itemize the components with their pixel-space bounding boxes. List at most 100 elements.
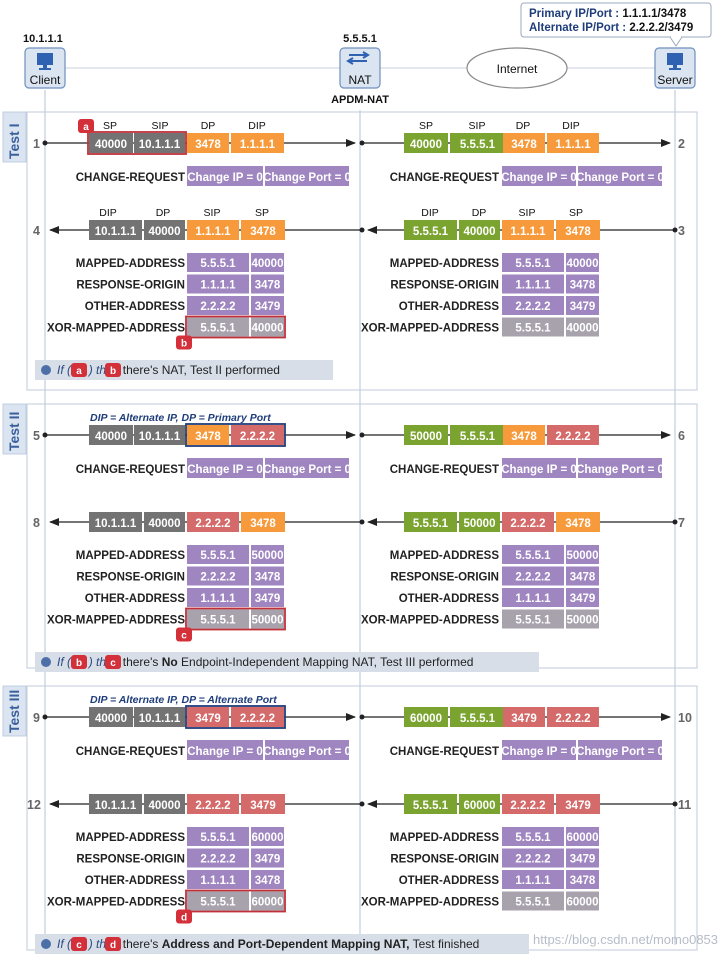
mapped-left-port: 50000: [252, 550, 284, 562]
resp-left-dip-bg: [89, 794, 142, 814]
req-left-dp-bg: [187, 707, 229, 727]
note-badge-left-label: a: [76, 366, 82, 377]
other-label: OTHER-ADDRESS: [399, 593, 500, 605]
server-dot: [672, 227, 678, 233]
resp-right-dip: 5.5.5.1: [413, 800, 449, 812]
other-left-port: 3478: [255, 875, 281, 887]
resp-right-sip: 1.1.1.1: [510, 226, 546, 238]
badge-b: b: [176, 335, 192, 350]
mapped-left-ip-bg: [187, 545, 249, 564]
change-request-label: CHANGE-REQUEST: [76, 746, 185, 758]
internet-label: Internet: [497, 62, 538, 76]
xor-highlight: [185, 889, 286, 913]
xor-mapped-label: XOR-MAPPED-ADDRESS: [361, 323, 499, 335]
mapped-right-port-bg: [566, 827, 599, 846]
req-right-sp-bg: [404, 425, 448, 445]
change-request-label: CHANGE-REQUEST: [390, 746, 499, 758]
xor-mapped-left-port-bg: [251, 609, 284, 629]
server-dot: [672, 519, 678, 525]
note-badge-left-label: b: [76, 658, 82, 669]
resp-right-sip-bg: [502, 220, 554, 240]
req-right-sip: 5.5.5.1: [460, 713, 496, 725]
destination-highlight: [185, 423, 286, 447]
xor-mapped-label: XOR-MAPPED-ADDRESS: [361, 615, 499, 627]
req-right-dip: 2.2.2.2: [555, 431, 590, 443]
conclusion-bar: [35, 934, 529, 954]
note-badge-left: b: [71, 655, 87, 669]
alternate-key: Alternate IP/Port: [529, 22, 619, 34]
server-node: Primary IP/Port : 1.1.1.1/3478 Alternate…: [520, 2, 712, 89]
mapped-label: MAPPED-ADDRESS: [76, 832, 186, 844]
xor-highlight: [185, 607, 286, 631]
req-left-dip-bg: [231, 707, 284, 727]
req-left-sip-bg: [134, 425, 185, 445]
note-badge-left-bg: [71, 655, 87, 669]
response-origin-label: RESPONSE-ORIGIN: [76, 854, 185, 866]
svg-text:Primary IP/Port : 1.1.1.1/3478: Primary IP/Port : 1.1.1.1/3478: [529, 8, 687, 20]
nat-arrows-icon: [346, 51, 370, 65]
response-origin-left-ip-bg: [187, 848, 249, 868]
resp-right-sp: 3478: [565, 226, 591, 238]
change-port-left: Change Port = 0: [263, 464, 351, 476]
mapped-right-port-bg: [566, 253, 599, 272]
start-dot: [42, 432, 48, 438]
primary-key: Primary IP/Port: [529, 8, 612, 20]
resp-left-dip: 10.1.1.1: [95, 226, 137, 238]
nat-name: APDM-NAT: [331, 94, 389, 106]
note-badge-left-bg: [71, 937, 87, 951]
resp-right-sp: 3478: [565, 518, 591, 530]
server-label: Server: [657, 73, 692, 87]
client-node: 10.1.1.1 Client: [23, 33, 66, 89]
resp-right-dp-bg: [459, 220, 500, 240]
badge-b-label: b: [181, 339, 187, 350]
test-section-3: Test III DIP = Alternate IP, DP = Alterna…: [2, 685, 698, 954]
resp-left-dip-bg: [89, 220, 142, 240]
other-left-ip-bg: [187, 296, 249, 315]
other-right-ip-bg: [502, 588, 564, 607]
response-origin-right-ip-bg: [502, 274, 564, 294]
badge-a-label: a: [83, 122, 89, 133]
resp-right-dp-bg: [459, 794, 500, 814]
test-section-2: Test II DIP = Alternate IP, DP = Primary …: [2, 403, 698, 672]
xor-mapped-right-ip-bg: [502, 609, 564, 629]
alternate-val: 2.2.2.2/3479: [629, 22, 693, 34]
resp-right-dp: 50000: [464, 518, 496, 530]
resp-right-sip-bg: [502, 794, 554, 814]
hdr-sp: SP: [569, 207, 583, 219]
bullet-icon: [41, 657, 51, 667]
req-right-sip-bg: [450, 707, 505, 727]
resp-left-sp-bg: [241, 512, 285, 532]
resp-right-dip: 5.5.5.1: [413, 518, 449, 530]
req-right-dip-bg: [547, 707, 599, 727]
response-origin-left-port: 3478: [255, 280, 281, 292]
resp-right-dp: 60000: [464, 800, 496, 812]
monitor-icon: [37, 53, 53, 70]
req-right-dip-bg: [547, 133, 599, 153]
step-number: 3: [678, 224, 685, 238]
step-number: 9: [33, 711, 40, 725]
response-origin-label: RESPONSE-ORIGIN: [390, 854, 499, 866]
change-ip-right-bg: [502, 740, 576, 760]
change-ip-left-bg: [187, 166, 263, 186]
resp-right-sp-bg: [556, 794, 600, 814]
nat-dot: [359, 432, 365, 438]
response-origin-right-port-bg: [566, 566, 599, 586]
req-right-dp: 3478: [511, 431, 537, 443]
resp-left-dp: 40000: [149, 518, 181, 530]
xor-mapped-left-ip: 5.5.5.1: [200, 897, 236, 909]
xor-mapped-right-ip: 5.5.5.1: [515, 615, 551, 627]
hdr-sip: SIP: [519, 207, 536, 219]
note-badge-right-bg: [105, 363, 121, 377]
req-right-dp: 3479: [511, 713, 537, 725]
req-right-sip: 5.5.5.1: [460, 431, 496, 443]
req-right-sp: 60000: [410, 713, 442, 725]
hdr-sp: SP: [255, 207, 269, 219]
response-origin-left-port-bg: [251, 566, 284, 586]
response-origin-right-port-bg: [566, 848, 599, 868]
xor-mapped-left-port: 60000: [252, 897, 284, 909]
req-left-dp: 3478: [195, 139, 221, 151]
start-dot: [42, 714, 48, 720]
dip-note: DIP = Alternate IP, DP = Primary Port: [90, 412, 271, 424]
req-right-dip: 1.1.1.1: [555, 139, 591, 151]
note-badge-right: c: [105, 655, 121, 669]
